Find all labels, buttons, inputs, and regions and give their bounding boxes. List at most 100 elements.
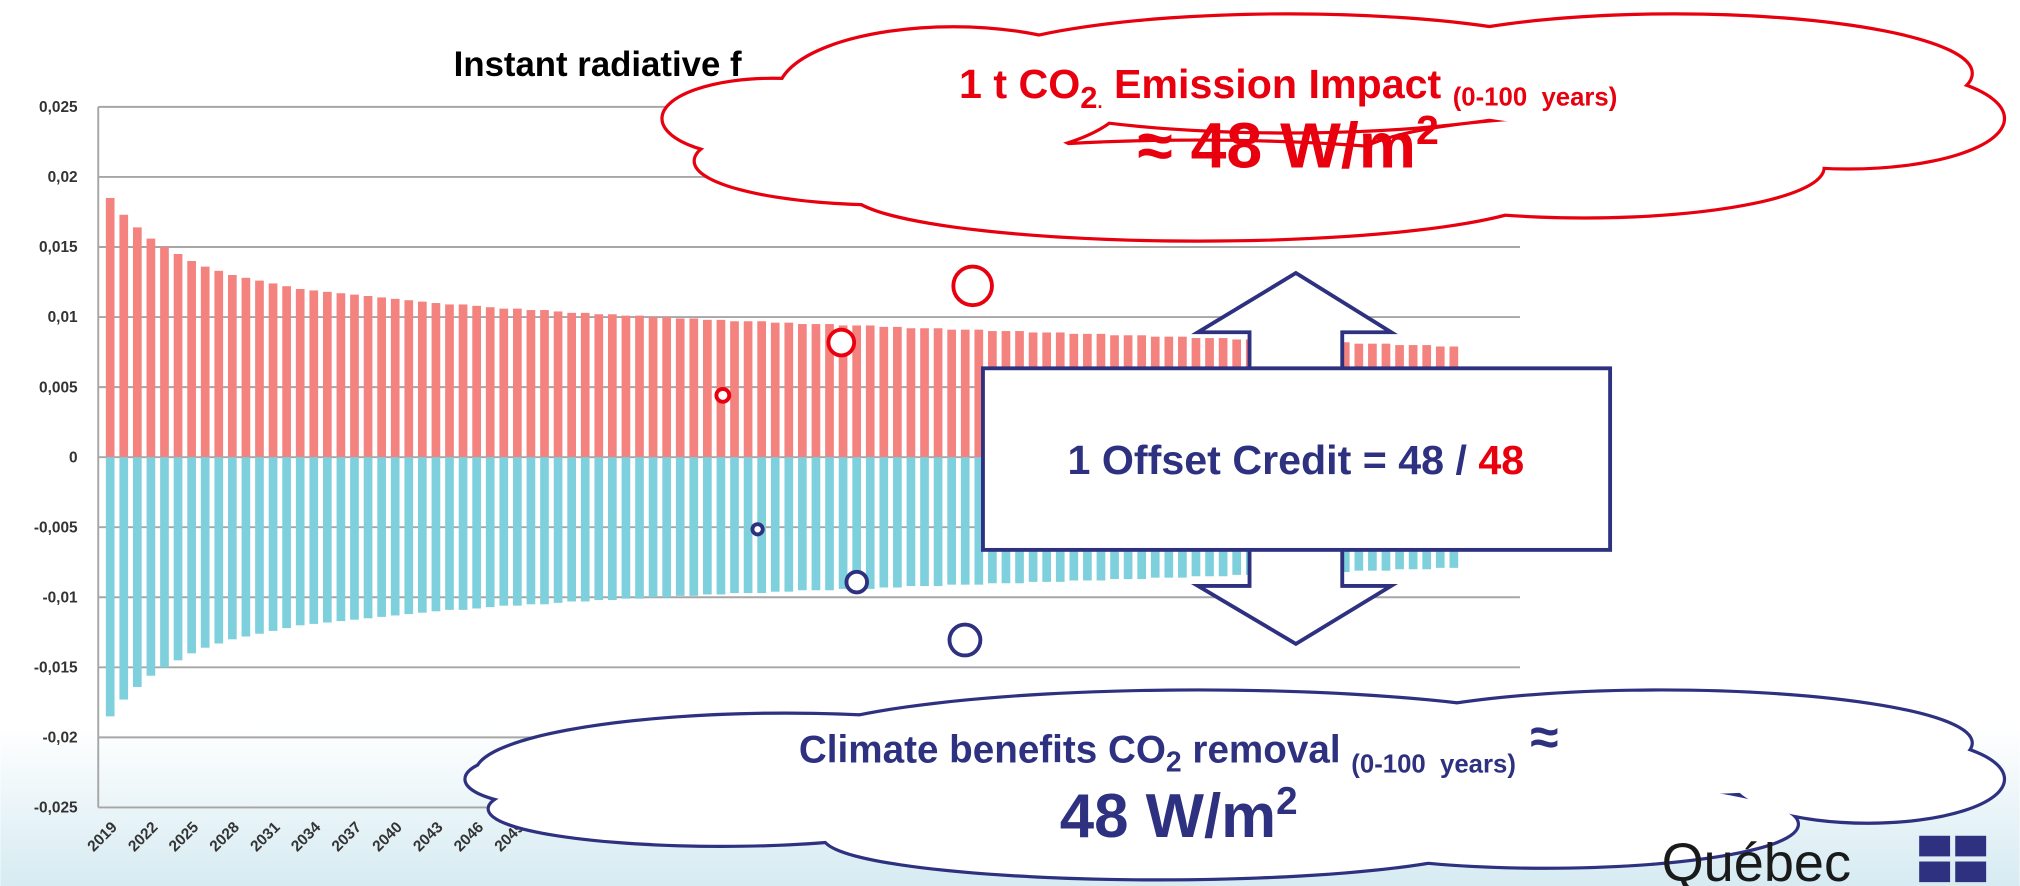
bar <box>146 457 156 676</box>
bar <box>322 457 332 623</box>
bubble <box>951 264 994 308</box>
bar <box>852 325 862 458</box>
bar <box>648 457 658 598</box>
removal-cloud <box>463 688 2007 882</box>
bar <box>703 319 712 458</box>
cloud-fill <box>824 795 1495 879</box>
bar <box>526 457 536 605</box>
bar <box>336 293 346 458</box>
bar <box>336 457 346 622</box>
bar <box>214 457 224 644</box>
bar <box>689 318 699 458</box>
bar <box>933 457 943 587</box>
bar <box>893 457 902 588</box>
bar <box>309 457 319 624</box>
flag-square <box>1919 835 1951 857</box>
bar <box>241 457 251 637</box>
y-tick-label: -0,01 <box>42 589 78 606</box>
bar <box>404 300 414 458</box>
bar <box>295 289 305 458</box>
bar <box>811 324 821 458</box>
bar <box>458 457 468 610</box>
emission-text: 1 t CO2. Emission Impact (0-100 years) <box>959 61 1617 115</box>
bar <box>960 457 970 585</box>
bar <box>146 238 156 458</box>
bar <box>798 324 807 458</box>
bar <box>377 297 386 458</box>
y-tick-label: 0 <box>69 449 78 466</box>
bar <box>132 457 142 687</box>
bar <box>933 328 943 458</box>
bar <box>743 321 753 458</box>
bar <box>757 321 766 458</box>
flag-square <box>1955 861 1987 883</box>
bar <box>852 457 862 589</box>
bar <box>499 308 509 458</box>
bar <box>445 457 454 610</box>
text: Emission Impact <box>1102 61 1452 107</box>
offset-box <box>981 366 1613 552</box>
bar <box>187 457 196 654</box>
bar <box>553 457 563 603</box>
flag-square <box>1919 861 1951 883</box>
bar <box>322 291 332 458</box>
bar <box>282 286 291 458</box>
small-text: (0-100 years) <box>1351 751 1516 779</box>
bar <box>173 457 183 661</box>
bar <box>675 318 685 458</box>
small-text: (0-100 years) <box>1453 84 1618 112</box>
cloud-fill <box>1732 736 2003 822</box>
y-tick-label: -0,02 <box>42 730 77 747</box>
bar <box>635 315 644 458</box>
bar <box>458 304 468 458</box>
bar <box>838 457 848 589</box>
y-tick-label: 0,02 <box>48 169 78 186</box>
y-tick-label: 0,025 <box>39 99 78 116</box>
cloud-fill <box>663 79 883 158</box>
y-tick-label: -0,005 <box>34 519 78 536</box>
text: 1 t CO <box>959 61 1080 107</box>
bar <box>635 457 644 599</box>
bar <box>200 266 210 458</box>
bubble <box>714 386 732 404</box>
bar <box>105 197 115 458</box>
bar <box>445 304 454 458</box>
bar <box>879 457 889 588</box>
bar <box>798 457 807 591</box>
bar <box>513 308 522 458</box>
bar <box>743 457 753 594</box>
subscript: 2 <box>1166 746 1182 778</box>
bar <box>865 457 875 589</box>
bar <box>431 303 441 458</box>
removal-text: Climate benefits CO2 removal (0-100 year… <box>799 708 1559 779</box>
bar <box>540 457 549 605</box>
bar <box>784 457 794 592</box>
removal-value: 48 W/m2 <box>1060 780 1298 851</box>
bar <box>227 275 237 458</box>
bar <box>906 457 916 587</box>
bar <box>540 310 549 458</box>
bar <box>160 246 169 458</box>
bubble <box>947 622 983 658</box>
bubble <box>844 569 869 595</box>
bar <box>974 329 984 458</box>
bar <box>580 457 590 602</box>
bar <box>920 328 929 458</box>
bar <box>241 277 251 458</box>
bar <box>594 457 604 601</box>
bar <box>594 314 604 458</box>
text: ≈ 48 W/m <box>1137 109 1416 181</box>
bar <box>879 326 889 458</box>
bar <box>608 314 617 458</box>
bar <box>730 321 739 458</box>
bubble <box>826 327 857 358</box>
cloud-fill <box>466 750 694 808</box>
y-tick-label: 0,01 <box>48 309 78 326</box>
bar <box>418 301 427 458</box>
bar <box>418 457 427 613</box>
bar <box>513 457 522 606</box>
logo-text: Québec <box>1662 833 1851 886</box>
bar <box>906 328 916 458</box>
bar <box>309 290 319 458</box>
